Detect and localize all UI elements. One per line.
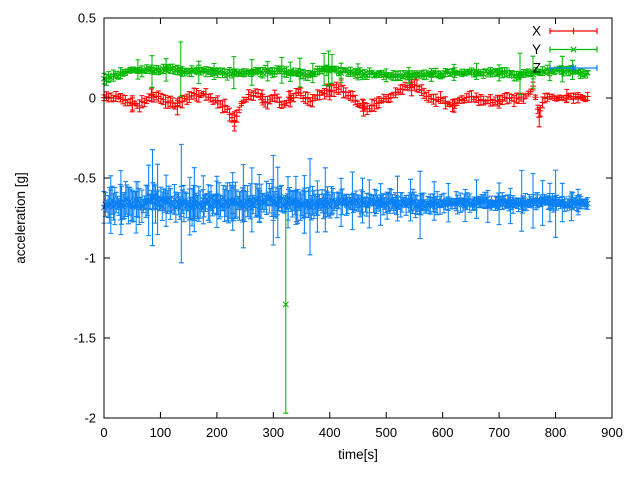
x-tick-label: 300 — [262, 425, 284, 440]
y-tick-label: 0.5 — [78, 11, 96, 26]
axis-ticks — [103, 17, 613, 419]
x-axis-label: time[s] — [338, 447, 378, 462]
y-tick-label: -1.5 — [74, 331, 96, 346]
x-tick-label: 900 — [601, 425, 623, 440]
x-tick-label: 600 — [432, 425, 454, 440]
y-tick-label: -1 — [84, 251, 96, 266]
x-tick-label: 100 — [150, 425, 172, 440]
axis-tick-labels: 0 100 200 300 400 500 600 700 800 900 0.5 0 -0.5 -1 -1… — [74, 11, 623, 441]
x-tick-label: 200 — [206, 425, 228, 440]
y-axis-label: acceleration [g] — [13, 172, 28, 264]
x-tick-label: 0 — [100, 425, 107, 440]
plot-border — [103, 17, 613, 419]
legend-sample-x — [549, 27, 598, 35]
y-tick-label: -0.5 — [74, 171, 96, 186]
y-tick-label: -2 — [84, 411, 96, 426]
legend-sample-z — [549, 64, 598, 72]
x-tick-label: 800 — [545, 425, 567, 440]
x-tick-label: 500 — [375, 425, 397, 440]
legend-label-z: Z — [533, 61, 541, 76]
y-tick-label: 0 — [89, 91, 96, 106]
legend-label-y: Y — [532, 42, 541, 57]
x-tick-label: 700 — [488, 425, 510, 440]
x-tick-label: 400 — [319, 425, 341, 440]
legend-sample-y — [549, 46, 598, 53]
legend-label-x: X — [532, 24, 541, 39]
